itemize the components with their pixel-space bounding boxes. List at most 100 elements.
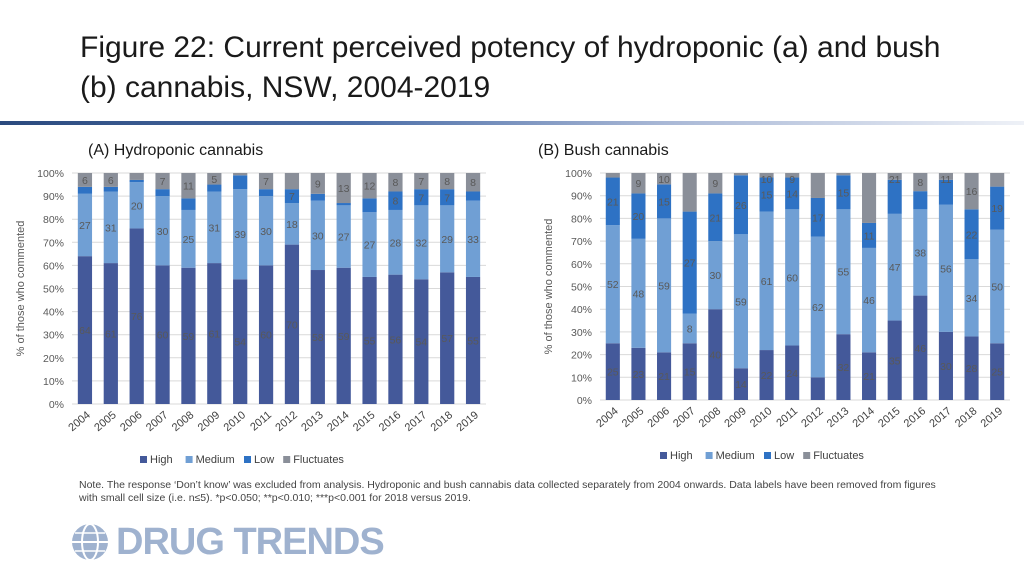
x-tick-label: 2011 — [774, 405, 800, 429]
y-tick-label: 80% — [43, 214, 64, 226]
data-label: 26 — [735, 200, 747, 212]
bar-low-2011 — [258, 189, 274, 197]
bar-medium-2004 — [77, 193, 93, 257]
data-label: 60 — [260, 330, 272, 342]
y-tick-label: 60% — [571, 259, 592, 271]
bar-medium-2010 — [759, 211, 774, 351]
bar-fluctuates-2018 — [440, 173, 455, 190]
data-label: 59 — [338, 331, 350, 343]
y-tick-label: 0% — [577, 395, 592, 407]
bar-high-2007 — [155, 265, 170, 404]
x-tick-label: 2005 — [92, 409, 118, 434]
legend-label: Fluctuates — [813, 450, 864, 462]
bar-fluctuates-2019 — [990, 173, 1005, 187]
data-label: 12 — [364, 181, 376, 193]
bar-medium-2016 — [388, 209, 403, 275]
y-tick-label: 90% — [571, 191, 592, 203]
data-label: 57 — [441, 333, 453, 345]
bar-medium-2018 — [440, 205, 455, 273]
data-label: 9 — [789, 174, 795, 186]
y-tick-label: 50% — [43, 284, 64, 296]
bar-fluctuates-2005 — [631, 173, 646, 194]
y-tick-label: 20% — [43, 353, 64, 365]
data-label: 54 — [234, 337, 246, 349]
x-tick-label: 2008 — [170, 409, 196, 434]
data-label: 8 — [917, 177, 923, 189]
data-label: 27 — [338, 232, 350, 244]
bar-low-2014 — [862, 222, 877, 248]
bar-medium-2004 — [605, 225, 620, 344]
bar-low-2007 — [682, 211, 697, 314]
bar-medium-2005 — [103, 191, 118, 264]
data-label: 76 — [131, 311, 143, 323]
x-tick-label: 2018 — [953, 405, 979, 430]
data-label: 25 — [607, 367, 619, 379]
x-tick-label: 2010 — [748, 405, 774, 430]
bar-fluctuates-2007 — [682, 173, 697, 212]
data-label: 18 — [286, 219, 298, 231]
data-label: 34 — [966, 293, 978, 305]
legend-label: High — [670, 450, 693, 462]
data-label: 50 — [991, 282, 1003, 294]
legend-label: Low — [254, 454, 274, 466]
bar-medium-2013 — [836, 209, 851, 335]
bar-high-2009 — [207, 263, 222, 404]
data-label: 8 — [393, 196, 399, 208]
legend-label: Fluctuates — [293, 454, 344, 466]
bar-high-2011 — [258, 265, 274, 404]
data-label: 23 — [633, 369, 645, 381]
data-label: 15 — [658, 196, 670, 208]
x-tick-label: 2019 — [455, 409, 481, 434]
data-label: 70 — [286, 319, 298, 331]
data-label: 21 — [607, 196, 619, 208]
x-tick-label: 2012 — [273, 409, 299, 434]
data-label: 8 — [687, 323, 693, 335]
bar-fluctuates-2008 — [181, 173, 196, 199]
bar-low-2011 — [785, 177, 800, 210]
bar-low-2019 — [465, 191, 481, 201]
bar-high-2014 — [336, 267, 351, 404]
bar-high-2019 — [990, 343, 1005, 400]
data-label: 7 — [444, 192, 450, 204]
data-label: 54 — [415, 337, 427, 349]
x-tick-label: 2010 — [222, 409, 248, 434]
data-label: 6 — [108, 175, 114, 187]
data-label: 56 — [390, 334, 402, 346]
data-label: 62 — [812, 302, 824, 314]
data-label: 8 — [393, 177, 399, 189]
legend-label: Medium — [716, 450, 755, 462]
x-tick-label: 2004 — [66, 409, 92, 434]
bar-medium-2016 — [913, 209, 928, 296]
data-label: 55 — [467, 335, 479, 347]
data-label: 35 — [889, 355, 901, 367]
x-tick-label: 2014 — [851, 405, 877, 430]
bar-fluctuates-2016 — [913, 173, 928, 192]
y-tick-label: 40% — [43, 307, 64, 319]
bar-low-2018 — [440, 189, 455, 206]
bar-low-2017 — [414, 189, 429, 206]
data-label: 16 — [966, 186, 978, 198]
x-tick-label: 2013 — [299, 409, 325, 434]
x-tick-label: 2012 — [799, 405, 825, 430]
bar-medium-2008 — [181, 209, 196, 268]
bar-fluctuates-2019 — [465, 173, 481, 192]
slide-title: Figure 22: Current perceived potency of … — [80, 31, 941, 104]
bar-fluctuates-2007 — [155, 173, 170, 190]
data-label: 11 — [864, 230, 875, 242]
bar-medium-2011 — [785, 209, 800, 346]
bar-high-2016 — [913, 295, 928, 400]
legend-swatch — [803, 452, 811, 459]
legend-swatch — [764, 452, 771, 459]
data-label: 10 — [658, 174, 670, 186]
y-tick-label: 50% — [571, 282, 592, 294]
bar-medium-2007 — [682, 313, 697, 344]
data-label: 33 — [467, 234, 479, 246]
bar-medium-2007 — [155, 196, 170, 266]
bar-fluctuates-2015 — [887, 173, 902, 180]
data-label: 29 — [441, 234, 453, 246]
x-tick-label: 2007 — [671, 405, 697, 430]
y-axis-label: % of those who commented — [543, 219, 555, 355]
data-label: 30 — [940, 361, 952, 373]
y-tick-label: 60% — [43, 260, 64, 272]
bar-high-2018 — [440, 272, 455, 404]
